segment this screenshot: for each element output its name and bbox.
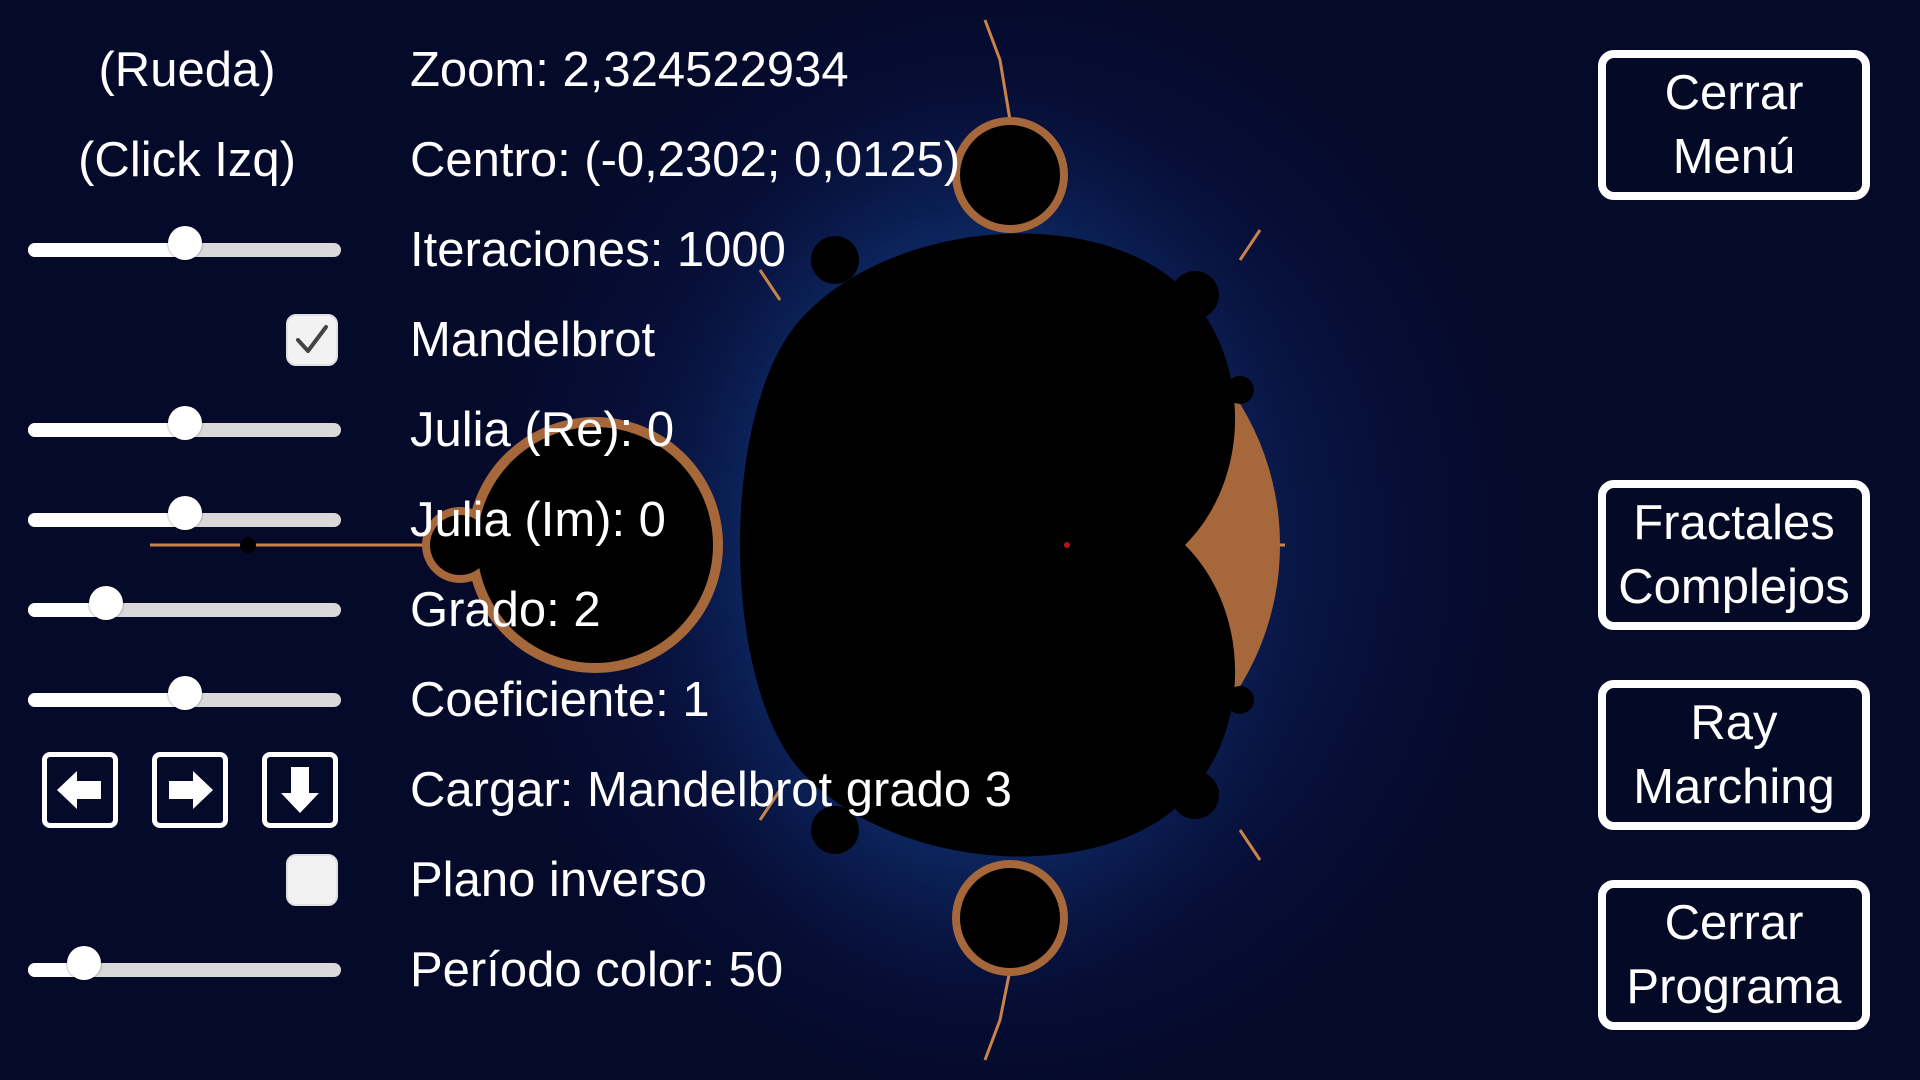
center-label: Centro: (-0,2302; 0,0125): [410, 133, 961, 187]
wheel-hint: (Rueda): [98, 43, 276, 97]
slider-fill: [28, 423, 185, 437]
load-label: Cargar: Mandelbrot grado 3: [410, 763, 1012, 817]
previous-button[interactable]: [42, 752, 118, 828]
slider-fill: [28, 243, 185, 257]
julia-im-label: Julia (Im): 0: [410, 493, 666, 547]
slider-fill: [28, 693, 185, 707]
checkmark-icon: [296, 325, 328, 353]
julia-re-slider[interactable]: [28, 406, 341, 440]
close-menu-line-2: Menú: [1672, 130, 1796, 184]
arrow-right-icon: [169, 771, 213, 809]
slider-fill: [28, 513, 185, 527]
inverse-plane-checkbox[interactable]: [286, 854, 338, 906]
inverse-plane-label: Plano inverso: [410, 853, 707, 907]
complex-fractals-line-1: Fractales: [1633, 496, 1835, 550]
mandelbrot-set: [240, 125, 1254, 968]
slider-thumb[interactable]: [167, 496, 202, 530]
degree-label: Grado: 2: [410, 583, 601, 637]
slider-thumb[interactable]: [67, 946, 102, 980]
mandelbrot-checkbox[interactable]: [286, 314, 338, 366]
slider-thumb[interactable]: [89, 586, 124, 620]
iterations-label: Iteraciones: 1000: [410, 223, 786, 277]
slider-thumb[interactable]: [167, 676, 202, 710]
ray-marching-line-2: Marching: [1633, 760, 1835, 814]
click-hint: (Click Izq): [78, 133, 296, 187]
mandelbrot-label: Mandelbrot: [410, 313, 656, 367]
julia-re-label: Julia (Re): 0: [410, 403, 675, 457]
color-period-label: Período color: 50: [410, 943, 784, 997]
close-program-button[interactable]: Cerrar Programa: [1598, 880, 1870, 1030]
color-period-slider[interactable]: [28, 946, 341, 980]
arrow-left-icon: [57, 771, 101, 809]
arrow-down-icon: [281, 767, 319, 813]
close-menu-line-1: Cerrar: [1664, 66, 1804, 120]
slider-thumb[interactable]: [167, 226, 202, 260]
complex-fractals-line-2: Complejos: [1618, 560, 1850, 614]
zoom-label: Zoom: 2,324522934: [410, 43, 849, 97]
load-button[interactable]: [262, 752, 338, 828]
slider-fill: [28, 603, 107, 617]
close-menu-button[interactable]: Cerrar Menú: [1598, 50, 1870, 200]
ray-marching-line-1: Ray: [1690, 696, 1778, 750]
julia-im-slider[interactable]: [28, 496, 341, 530]
iterations-slider[interactable]: [28, 226, 341, 260]
close-program-line-2: Programa: [1626, 960, 1842, 1014]
coefficient-label: Coeficiente: 1: [410, 673, 710, 727]
degree-slider[interactable]: [28, 586, 341, 620]
close-program-line-1: Cerrar: [1664, 896, 1804, 950]
slider-thumb[interactable]: [167, 406, 202, 440]
coefficient-slider[interactable]: [28, 676, 341, 710]
next-button[interactable]: [152, 752, 228, 828]
complex-fractals-button[interactable]: Fractales Complejos: [1598, 480, 1870, 630]
ray-marching-button[interactable]: Ray Marching: [1598, 680, 1870, 830]
center-marker: [1064, 542, 1070, 548]
